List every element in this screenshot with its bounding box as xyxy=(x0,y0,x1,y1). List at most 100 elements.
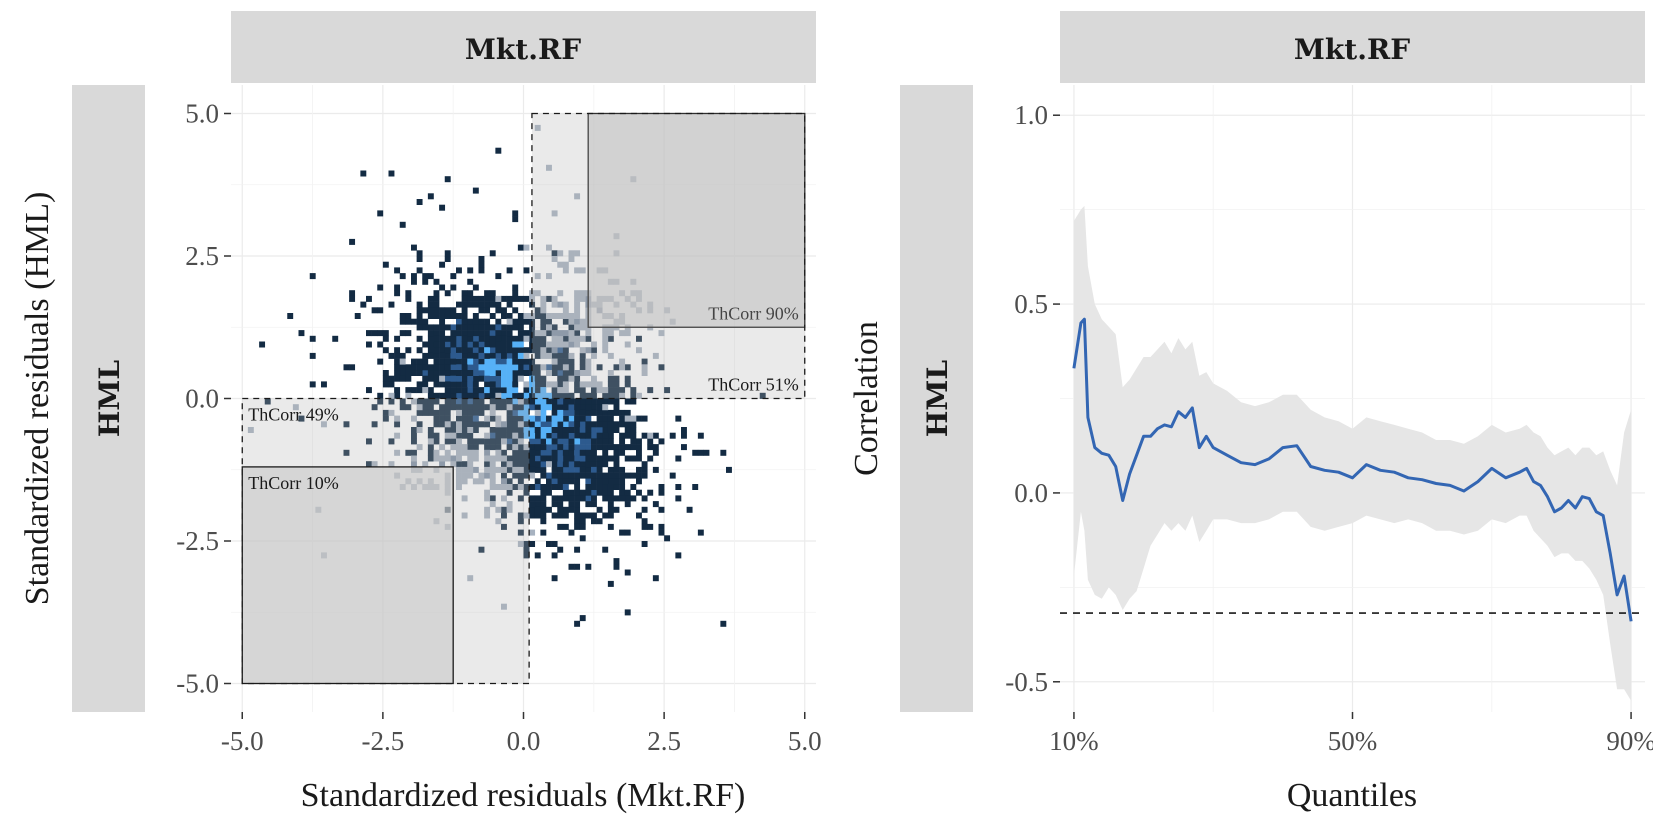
heatmap-tile xyxy=(506,478,513,485)
heatmap-tile xyxy=(636,392,642,399)
heatmap-tile xyxy=(399,352,406,359)
heatmap-tile xyxy=(394,335,401,342)
heatmap-tile xyxy=(652,352,659,359)
heatmap-tile xyxy=(501,381,507,388)
heatmap-tile xyxy=(512,461,519,468)
heatmap-tile xyxy=(489,341,496,348)
heatmap-tile xyxy=(422,278,429,285)
heatmap-tile xyxy=(394,387,401,394)
heatmap-tile xyxy=(641,415,648,422)
heatmap-tile xyxy=(591,427,597,433)
heatmap-tile xyxy=(675,495,682,502)
heatmap-tile xyxy=(551,295,558,302)
heatmap-tile xyxy=(652,449,659,456)
heatmap-tile xyxy=(574,523,581,530)
heatmap-tile xyxy=(579,398,586,405)
heatmap-tile xyxy=(439,341,446,348)
heatmap-tile xyxy=(456,466,462,473)
left-x-tick-label: 5.0 xyxy=(788,726,822,756)
heatmap-tile xyxy=(489,335,496,342)
heatmap-tile xyxy=(591,404,597,411)
heatmap-tile xyxy=(647,432,654,439)
heatmap-tile xyxy=(579,404,586,411)
heatmap-tile xyxy=(388,409,395,416)
heatmap-tile xyxy=(574,404,581,411)
heatmap-tile xyxy=(411,358,417,365)
heatmap-tile xyxy=(551,455,558,462)
heatmap-tile xyxy=(456,387,462,394)
heatmap-tile xyxy=(669,472,676,479)
heatmap-tile xyxy=(427,438,434,445)
heatmap-tile xyxy=(523,427,530,433)
heatmap-tile xyxy=(534,370,541,376)
heatmap-tile xyxy=(574,250,581,257)
heatmap-tile xyxy=(416,404,423,411)
heatmap-tile xyxy=(501,324,507,331)
left-y-tick-label: -5.0 xyxy=(176,669,219,699)
heatmap-tile xyxy=(641,506,648,513)
heatmap-tile xyxy=(529,398,536,405)
heatmap-tile xyxy=(579,290,586,297)
heatmap-tile xyxy=(399,318,406,325)
heatmap-tile xyxy=(596,427,603,433)
heatmap-tile xyxy=(523,318,530,325)
heatmap-tile xyxy=(568,438,575,445)
heatmap-tile xyxy=(523,461,530,468)
heatmap-tile xyxy=(366,341,372,348)
heatmap-tile xyxy=(489,375,496,382)
heatmap-tile xyxy=(529,381,536,388)
heatmap-tile xyxy=(568,506,575,513)
heatmap-tile xyxy=(427,193,434,200)
heatmap-tile xyxy=(574,466,581,473)
heatmap-tile xyxy=(506,335,513,342)
heatmap-tile xyxy=(450,404,457,411)
heatmap-tile xyxy=(501,472,507,479)
heatmap-tile xyxy=(574,193,581,200)
heatmap-tile xyxy=(540,432,547,439)
heatmap-tile xyxy=(517,415,524,422)
heatmap-tile xyxy=(551,449,558,456)
heatmap-tile xyxy=(534,335,541,342)
heatmap-tile xyxy=(602,427,609,433)
heatmap-tile xyxy=(461,347,468,354)
heatmap-tile xyxy=(427,330,434,337)
heatmap-tile xyxy=(501,347,507,354)
heatmap-tile xyxy=(596,364,603,371)
heatmap-tile xyxy=(602,472,609,479)
heatmap-tile xyxy=(366,387,372,394)
heatmap-tile xyxy=(540,318,547,325)
heatmap-tile xyxy=(641,495,648,502)
heatmap-tile xyxy=(309,335,316,342)
heatmap-tile xyxy=(562,466,569,473)
heatmap-tile xyxy=(501,307,507,314)
heatmap-tile xyxy=(546,444,552,451)
heatmap-tile xyxy=(624,398,631,405)
heatmap-tile xyxy=(343,364,350,371)
heatmap-tile xyxy=(664,387,671,394)
heatmap-tile xyxy=(472,375,479,382)
heatmap-tile xyxy=(472,398,479,405)
heatmap-tile xyxy=(450,364,457,371)
heatmap-tile xyxy=(495,307,502,314)
heatmap-tile xyxy=(540,495,547,502)
heatmap-tile xyxy=(405,364,412,371)
heatmap-tile xyxy=(568,449,575,456)
heatmap-tile xyxy=(450,438,457,445)
heatmap-tile xyxy=(450,335,457,342)
heatmap-tile xyxy=(613,409,620,416)
heatmap-tile xyxy=(562,301,569,308)
heatmap-tile xyxy=(607,495,614,502)
heatmap-tile xyxy=(461,444,468,451)
heatmap-tile xyxy=(551,552,558,559)
heatmap-tile xyxy=(607,455,614,462)
threshold-region-label: ThCorr 49% xyxy=(248,405,338,425)
heatmap-tile xyxy=(416,409,423,416)
heatmap-tile xyxy=(523,381,530,388)
heatmap-tile xyxy=(517,472,524,479)
heatmap-tile xyxy=(512,318,519,325)
heatmap-tile xyxy=(591,518,597,525)
heatmap-tile xyxy=(377,307,384,314)
heatmap-tile xyxy=(585,358,592,365)
heatmap-tile xyxy=(472,415,479,422)
right-top-strip-label: Mkt.RF xyxy=(1294,33,1410,66)
